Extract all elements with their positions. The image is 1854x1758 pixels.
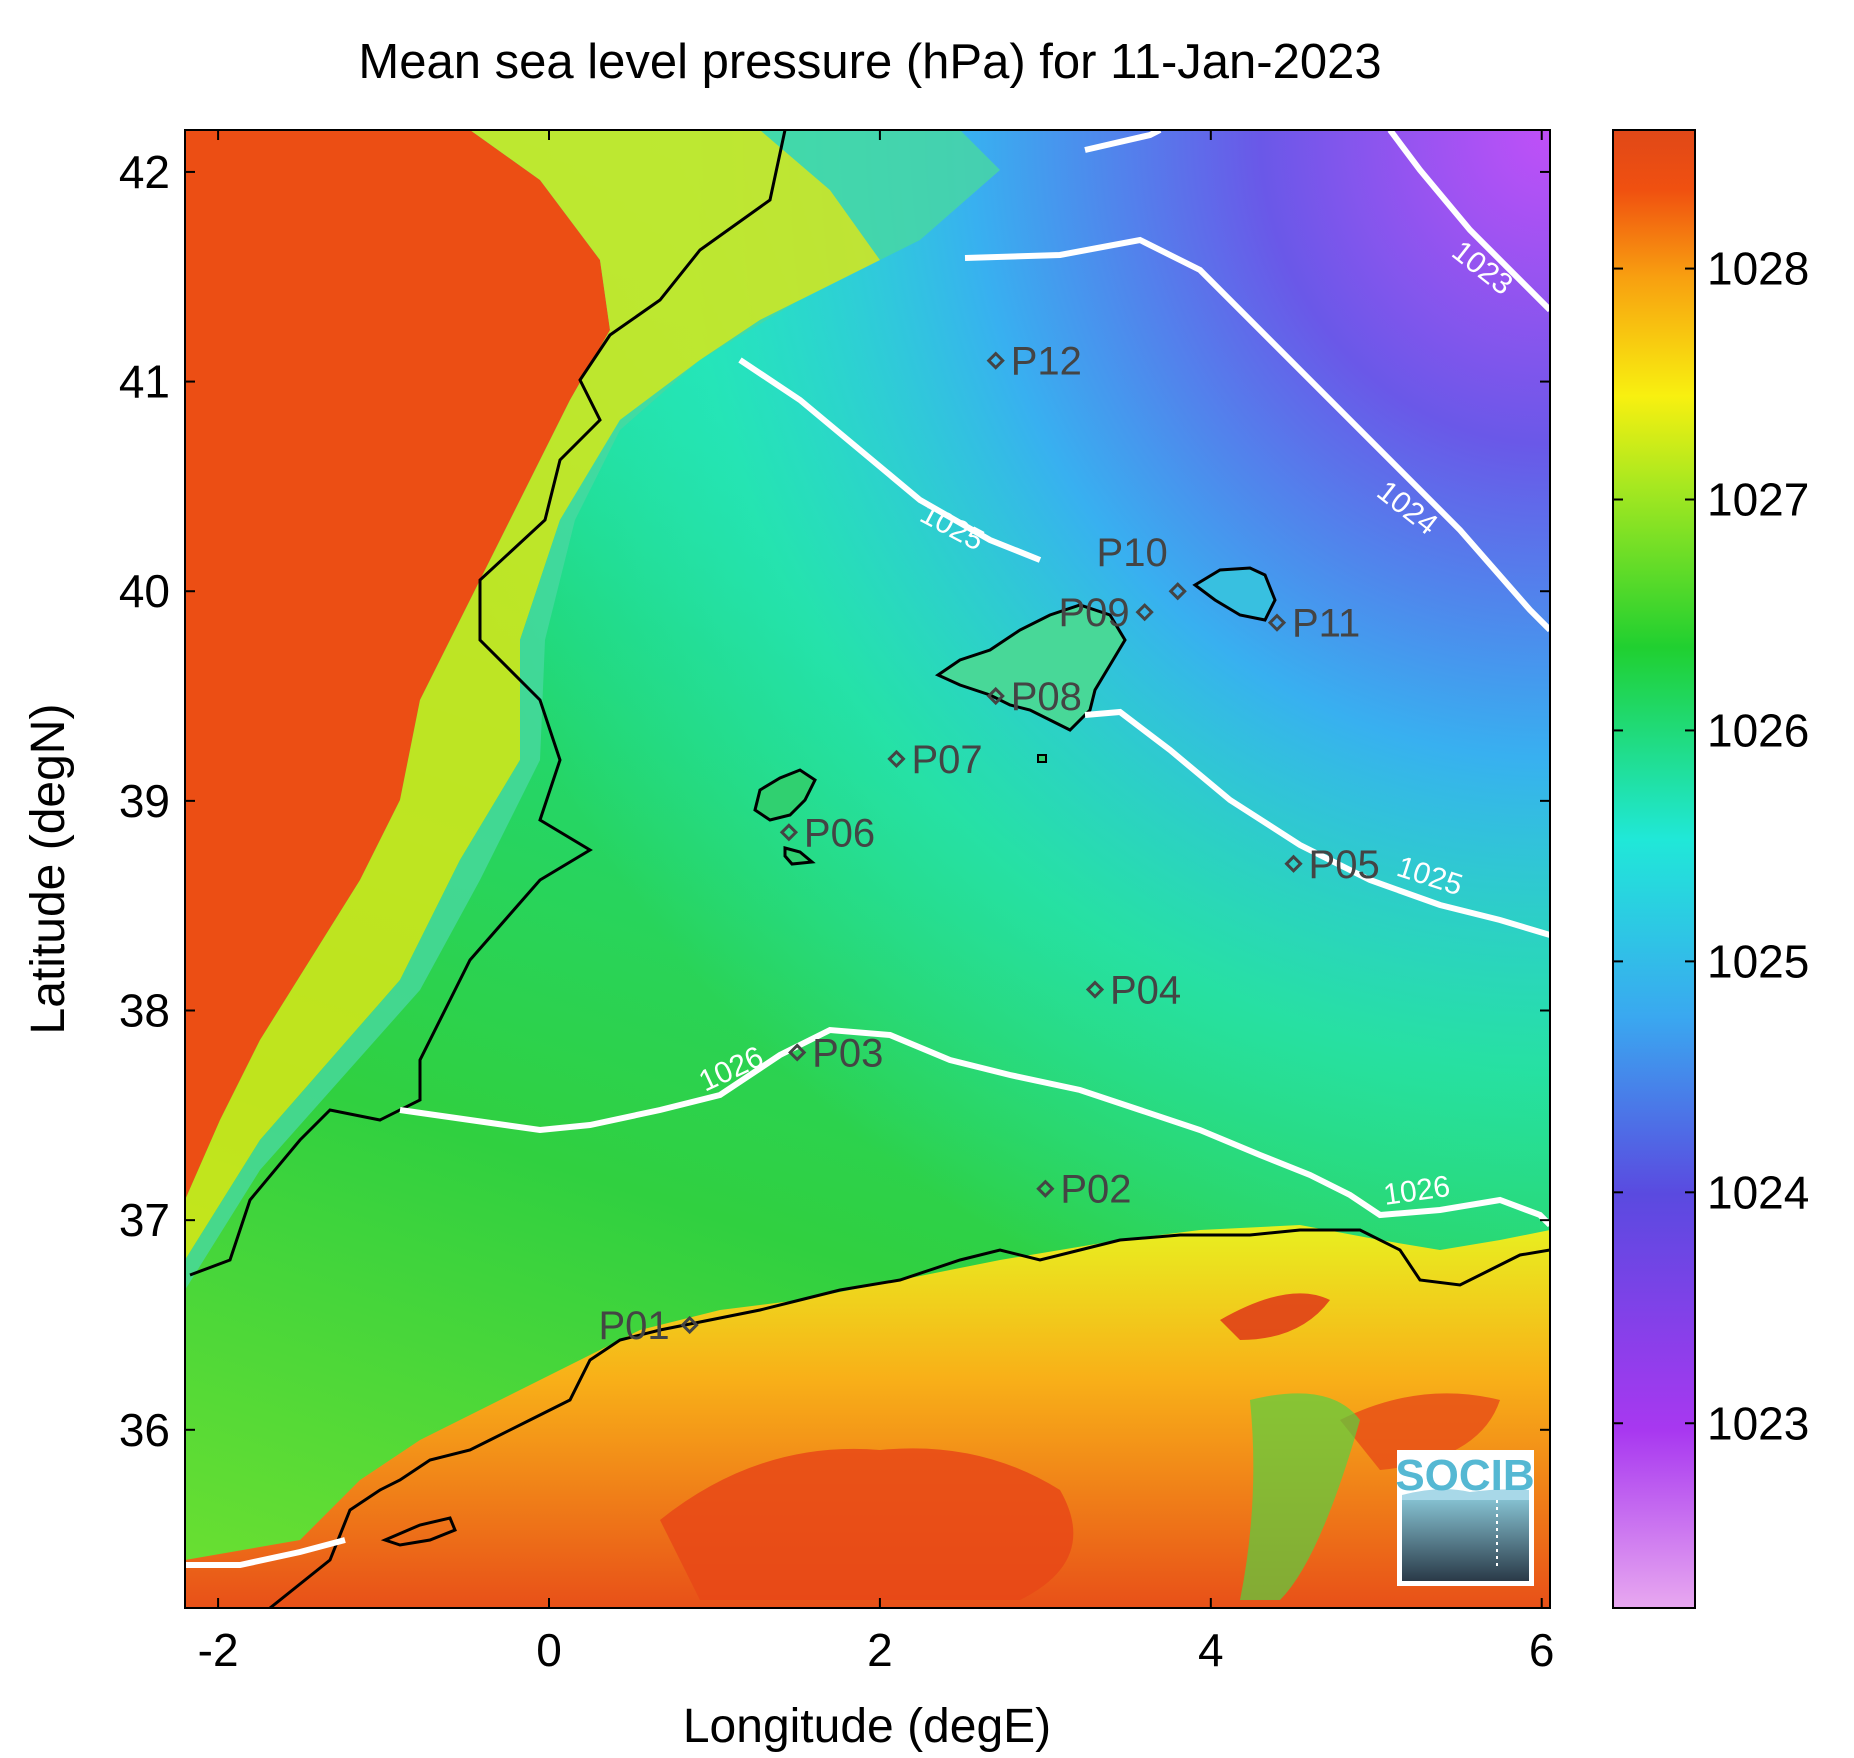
africa-hot-zone-3: [1340, 1393, 1500, 1470]
alboran-island: [380, 1516, 457, 1547]
station-label: P08: [1011, 675, 1082, 719]
colorbar-gradient: [1612, 129, 1696, 1609]
colorbar-tick-label: 1023: [1707, 1397, 1809, 1449]
station-label: P12: [1011, 340, 1082, 384]
iberia-coastline: [189, 130, 787, 1277]
mallorca-island: [934, 603, 1127, 732]
x-tick-label: -2: [198, 1624, 239, 1676]
iberia-land: [185, 130, 610, 1200]
ibiza-island: [753, 768, 817, 822]
x-tick-label: 2: [867, 1624, 893, 1676]
station-marker: [1135, 603, 1154, 622]
contour-1025-south: [1084, 708, 1550, 938]
map-frame: [184, 129, 1551, 1609]
x-axis-ticks: -2 0 2 4 6: [198, 130, 1555, 1676]
africa-hot-zone-1: [660, 1448, 1074, 1600]
station-label: P03: [812, 1031, 883, 1075]
station-label: P11: [1292, 602, 1360, 646]
colorbar-tick-label: 1025: [1707, 935, 1809, 987]
contour-1026: [399, 1026, 1550, 1228]
africa-coastline: [269, 1228, 1550, 1608]
station-marker: [986, 686, 1005, 706]
iberia-coast-green: [185, 130, 1000, 1290]
station-label: P05: [1309, 843, 1380, 887]
station-marker: [1036, 1179, 1055, 1198]
station-marker: [887, 749, 906, 769]
x-tick-label: 0: [536, 1624, 562, 1676]
station-label: P01: [598, 1304, 669, 1348]
colorbar-tick-label: 1026: [1707, 704, 1809, 756]
cabrera-island: [1037, 754, 1047, 763]
x-tick-label: 4: [1198, 1624, 1224, 1676]
y-tick-label: 39: [119, 775, 170, 827]
station-marker: [986, 351, 1005, 370]
station-marker: [680, 1315, 699, 1335]
station-label: P06: [804, 811, 875, 855]
menorca-island: [1192, 566, 1277, 622]
africa-green-patch: [1240, 1393, 1360, 1600]
y-axis-label: Latitude (degN): [22, 704, 75, 1035]
station-marker: [1168, 582, 1187, 601]
africa-land: [185, 1225, 1550, 1608]
colorbar-tick-label: 1027: [1707, 474, 1809, 526]
station-marker: [1085, 980, 1105, 999]
station-label: P10: [1097, 531, 1168, 575]
contour-1025-north: [738, 130, 1162, 563]
africa-hot-zone-2: [1220, 1293, 1330, 1340]
x-tick-label: 6: [1529, 1624, 1555, 1676]
y-tick-label: 36: [119, 1404, 170, 1456]
colorbar: 1023 1024 1025 1026 1027 1028: [1612, 129, 1809, 1609]
y-axis-ticks: 36 37 38 39 40 41 42: [119, 146, 1550, 1456]
contour-1026-south: [185, 1537, 346, 1568]
station-label: P07: [911, 738, 982, 782]
socib-logo-text: SOCIB: [1395, 1451, 1534, 1500]
iberia-coast-band: [185, 130, 880, 1260]
socib-logo: SOCIB: [1395, 1450, 1535, 1586]
y-tick-label: 41: [119, 356, 170, 408]
station-marker: [788, 1043, 807, 1062]
formentera-island: [783, 846, 816, 866]
station-marker: [779, 823, 799, 842]
chart-title: Mean sea level pressure (hPa) for 11-Jan…: [358, 35, 1381, 89]
station-marker: [1284, 854, 1303, 873]
station-label: P02: [1060, 1168, 1131, 1212]
contour-1024: [964, 236, 1550, 633]
station-label: P09: [1058, 591, 1129, 635]
y-tick-label: 42: [119, 146, 170, 198]
station-label: P04: [1110, 969, 1181, 1013]
y-tick-label: 37: [119, 1194, 170, 1246]
station-points: P01 P02 P03 P04 P05 P06 P07 P08 P09 P10 P11 P12: [598, 340, 1379, 1348]
x-axis-label: Longitude (degE): [683, 1700, 1051, 1753]
station-marker: [1267, 613, 1287, 632]
y-tick-label: 38: [119, 985, 170, 1037]
contour-1023: [1387, 130, 1550, 313]
pressure-field: [185, 130, 1550, 1608]
y-tick-label: 40: [119, 565, 170, 617]
colorbar-tick-label: 1024: [1707, 1166, 1809, 1218]
colorbar-ticks: 1023 1024 1025 1026 1027 1028: [1613, 243, 1809, 1449]
colorbar-tick-label: 1028: [1707, 243, 1809, 295]
